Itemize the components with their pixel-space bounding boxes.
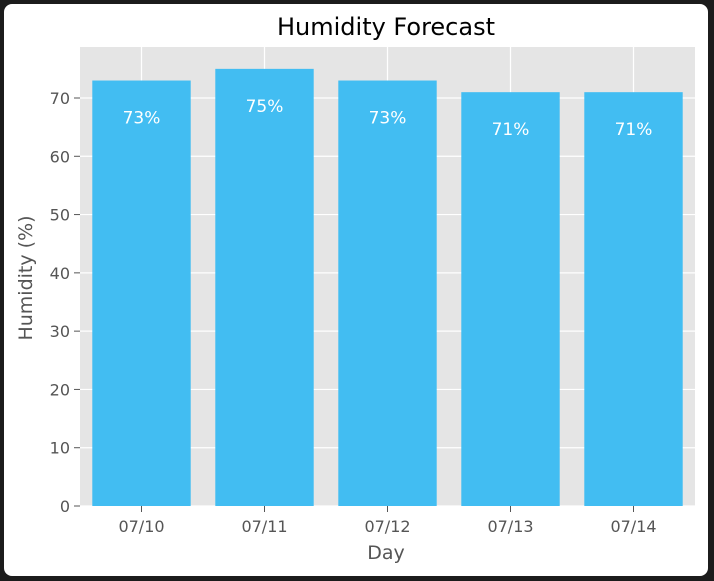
chart-frame: Humidity Forecast 73% 75% 73% 71% 71% 0 10 20 3… [4,4,708,576]
x-tick-label: 07/13 [487,517,533,536]
x-tick-label: 07/10 [118,517,164,536]
bar-data-label: 73% [369,109,407,129]
y-tick-label: 70 [50,89,70,108]
y-axis-label: Humidity (%) [15,215,37,340]
y-axis: 0 10 20 30 40 50 60 70 [50,89,80,516]
humidity-bar-chart: Humidity Forecast 73% 75% 73% 71% 71% 0 10 20 3… [15,13,695,564]
bar-07/10 [92,80,191,506]
bar-data-label: 75% [246,97,284,117]
x-axis-label: Day [367,542,405,564]
bar-07/11 [215,68,314,506]
bar-data-label: 73% [123,109,161,129]
x-tick-label: 07/14 [610,517,656,536]
y-tick-label: 10 [50,439,70,458]
bar-data-label: 71% [615,120,653,140]
x-tick-label: 07/11 [241,517,287,536]
y-tick-label: 60 [50,147,70,166]
y-tick-label: 50 [50,206,70,225]
chart-title: Humidity Forecast [277,13,495,41]
bar-data-label: 71% [492,120,530,140]
bar-07/14 [584,92,683,507]
bar-data-labels: 73% 75% 73% 71% 71% [123,97,653,140]
bar-07/13 [461,92,560,507]
bars [92,68,683,507]
y-tick-label: 40 [50,264,70,283]
x-axis: 07/10 07/11 07/12 07/13 07/14 [118,506,657,536]
bar-07/12 [338,80,437,506]
y-tick-label: 30 [50,322,70,341]
x-tick-label: 07/12 [364,517,410,536]
y-tick-label: 20 [50,380,70,399]
y-tick-label: 0 [60,497,70,516]
